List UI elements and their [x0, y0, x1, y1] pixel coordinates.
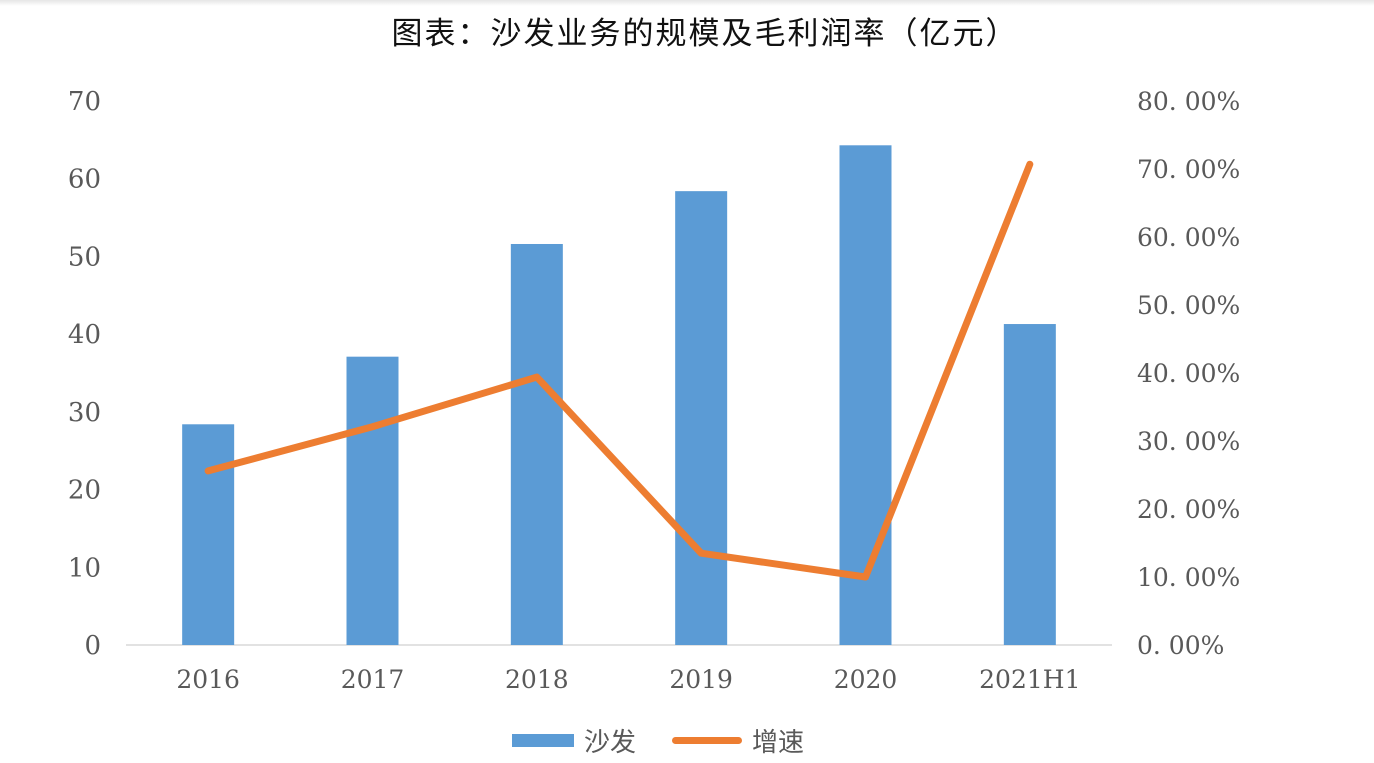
legend: 沙发 增速	[512, 722, 804, 759]
right-axis-tick: 70. 00%	[1137, 155, 1240, 184]
growth-line	[204, 160, 1034, 581]
x-axis-label: 2019	[669, 665, 733, 694]
right-axis-tick: 10. 00%	[1137, 563, 1240, 592]
right-axis-tick: 30. 00%	[1137, 427, 1240, 456]
right-axis-tick: 80. 00%	[1137, 87, 1240, 116]
x-axis-label: 2020	[834, 665, 898, 694]
right-axis-tick: 60. 00%	[1137, 223, 1240, 252]
x-axis-label: 2021H1	[979, 665, 1080, 694]
x-axis-label: 2017	[341, 665, 405, 694]
top-shadow	[0, 0, 1374, 6]
x-axis-label: 2018	[505, 665, 569, 694]
right-axis-tick: 40. 00%	[1137, 359, 1240, 388]
chart-title: 图表：沙发业务的规模及毛利润率（亿元）	[391, 16, 1019, 52]
right-axis-tick: 50. 00%	[1137, 291, 1240, 320]
bar-2018	[510, 243, 563, 645]
legend-bar-label: 沙发	[584, 728, 637, 758]
x-axis-label: 2016	[176, 665, 240, 694]
bar-2017	[346, 356, 399, 645]
left-axis-tick: 10	[68, 553, 101, 583]
left-axis-tick: 20	[68, 476, 101, 506]
left-axis-tick: 60	[68, 165, 101, 195]
bar-2016	[182, 424, 235, 645]
legend-line-label: 增速	[752, 728, 805, 758]
bar-2020	[839, 145, 892, 645]
legend-bar-swatch	[512, 734, 574, 747]
left-axis-tick: 30	[68, 398, 101, 428]
left-axis-tick: 70	[68, 87, 101, 117]
legend-line-swatch	[672, 737, 743, 744]
right-axis-tick: 0. 00%	[1137, 631, 1224, 660]
bar-2019	[675, 191, 728, 646]
left-axis-tick: 0	[84, 631, 101, 661]
bar-2021H1	[1003, 324, 1056, 645]
right-axis-tick: 20. 00%	[1137, 495, 1240, 524]
left-axis-tick: 40	[68, 320, 101, 350]
left-axis-tick: 50	[68, 242, 101, 272]
